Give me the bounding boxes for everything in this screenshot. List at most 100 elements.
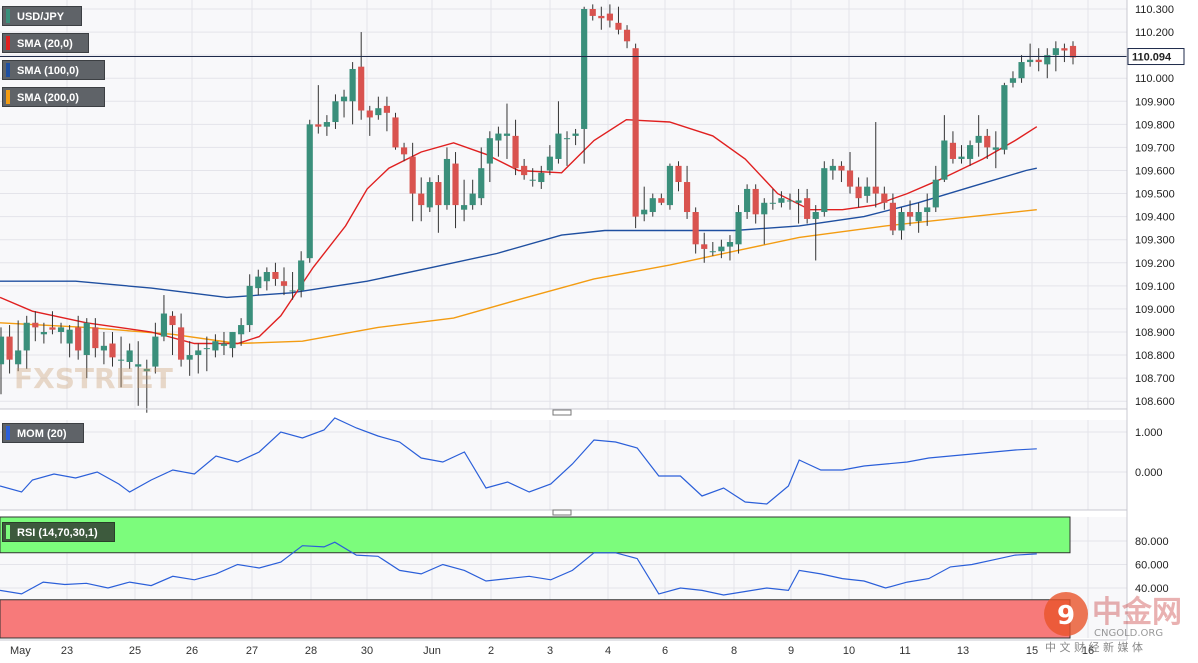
candle-body: [1069, 45, 1077, 58]
rsi-text: RSI (14,70,30,1): [17, 527, 98, 539]
candle-body: [169, 315, 176, 326]
candle-body: [92, 327, 99, 349]
candle-body: [829, 165, 836, 171]
price-tick-label: 109.500: [1135, 189, 1175, 201]
candle-body: [555, 133, 562, 159]
candle-body: [392, 117, 399, 148]
mom-swatch: [6, 426, 10, 440]
candle-body: [15, 350, 22, 365]
mom-line: [0, 417, 1037, 505]
candle-body: [649, 198, 656, 213]
instrument-label[interactable]: USD/JPY: [2, 6, 82, 26]
candle-body: [683, 182, 691, 213]
time-tick-label: 28: [305, 645, 317, 657]
rsi-oversold-band: [0, 599, 1071, 639]
candle-body: [735, 212, 742, 245]
candle-body: [744, 188, 751, 213]
price-tick-label: 108.800: [1135, 350, 1175, 362]
cngold-logo-icon: [1044, 592, 1088, 636]
candle-body: [821, 168, 828, 213]
candle-body: [220, 343, 228, 346]
time-tick-label: 3: [547, 645, 553, 657]
candle-body: [83, 322, 90, 356]
time-tick-label: 25: [129, 645, 141, 657]
splitter-handle-1[interactable]: [552, 409, 572, 416]
candle-body: [452, 163, 459, 206]
candle-body: [272, 271, 279, 279]
candle-body: [152, 336, 159, 367]
candle-body: [186, 355, 193, 360]
legend-sma200[interactable]: SMA (200,0): [2, 87, 105, 107]
candle-body: [666, 165, 674, 206]
candle-body: [469, 193, 476, 206]
sma20-line: [0, 118, 1038, 345]
legend-sma20[interactable]: SMA (20,0): [2, 33, 89, 53]
rsi-tick-label: 40.000: [1135, 583, 1169, 595]
candle-body: [975, 135, 982, 143]
price-tick-label: 109.800: [1135, 119, 1175, 131]
current-price-badge: [1127, 48, 1185, 66]
candle-body: [692, 212, 699, 245]
price-tick-label: 109.200: [1135, 258, 1175, 270]
candle-body: [340, 96, 348, 102]
time-tick-label: 11: [899, 645, 910, 657]
candle-body: [855, 186, 862, 199]
candle-body: [435, 182, 442, 206]
candle-body: [332, 101, 339, 123]
candle-body: [761, 202, 768, 215]
candle-body: [581, 9, 588, 129]
legend-sma100[interactable]: SMA (100,0): [2, 60, 105, 80]
price-tick-label: 110.300: [1135, 4, 1174, 16]
time-tick-label: 10: [843, 645, 855, 657]
candle-body: [752, 188, 759, 215]
candle-body: [503, 133, 511, 136]
candle-body: [100, 345, 107, 351]
candle-body: [563, 138, 571, 140]
candle-body: [984, 135, 991, 148]
candle-body: [1035, 59, 1042, 63]
price-tick-label: 109.600: [1135, 165, 1175, 177]
candle-body: [66, 329, 73, 344]
candle-body: [178, 327, 185, 360]
cngold-watermark-sub: 中 文 财 经 新 媒 体: [1045, 640, 1143, 654]
candle-body: [117, 359, 125, 361]
candle-body: [778, 198, 785, 203]
legend-rsi[interactable]: RSI (14,70,30,1): [2, 522, 115, 542]
candle-body: [641, 209, 648, 215]
candle-body: [967, 145, 974, 159]
candle-body: [658, 198, 665, 203]
time-tick-label: 6: [662, 645, 668, 657]
candle-body: [0, 336, 5, 365]
candle-body: [143, 368, 150, 372]
candle-body: [915, 212, 922, 222]
candle-body: [1044, 55, 1051, 65]
candle-body: [872, 186, 879, 194]
legend-mom[interactable]: MOM (20): [2, 423, 84, 443]
price-tick-label: 108.900: [1135, 327, 1175, 339]
candle-body: [246, 285, 253, 326]
candle-body: [238, 325, 245, 335]
candle-body: [315, 124, 322, 127]
candle-body: [400, 147, 408, 155]
candle-body: [521, 165, 528, 176]
price-tick-label: 110.200: [1135, 27, 1174, 39]
sma20-swatch: [6, 36, 10, 50]
price-tick-label: 109.700: [1135, 142, 1175, 154]
mom-text: MOM (20): [17, 428, 67, 440]
candle-body: [606, 13, 613, 21]
candle-body: [495, 133, 502, 141]
candle-body: [598, 15, 605, 19]
rsi-swatch: [6, 525, 10, 539]
splitter-handle-2[interactable]: [552, 509, 572, 516]
time-tick-label: 9: [788, 645, 794, 657]
candle-body: [812, 212, 819, 219]
candle-body: [804, 198, 811, 219]
candle-body: [229, 331, 236, 349]
time-tick-label: May: [10, 645, 31, 657]
candle-body: [941, 140, 948, 180]
cngold-watermark-en: CNGOLD.ORG: [1094, 628, 1163, 639]
price-panel: [0, 0, 1127, 409]
candle-body: [864, 186, 871, 196]
